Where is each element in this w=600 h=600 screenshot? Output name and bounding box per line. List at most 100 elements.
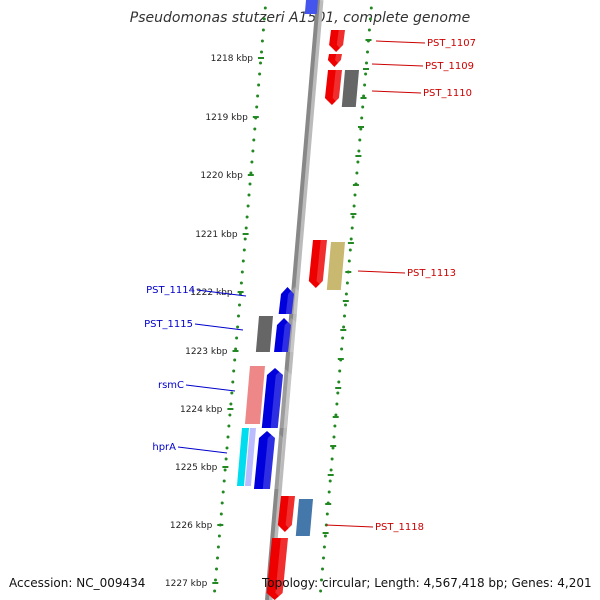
gene-label-pst-1118: PST_1118 — [375, 522, 424, 533]
label-leader — [325, 524, 374, 528]
gene-gray-2 — [255, 316, 273, 352]
left-guide-dot — [238, 303, 241, 307]
label-leader — [357, 270, 406, 274]
right-guide-dot — [334, 413, 338, 417]
gene-label-pst-1107: PST_1107 — [427, 38, 476, 49]
scale-label: 1220 kbp — [200, 171, 243, 181]
map-title: Pseudomonas stutzeri A1501, complete gen… — [130, 10, 470, 26]
left-guide-dot — [216, 545, 220, 549]
gene-label-pst-1114: PST_1114 — [146, 285, 195, 296]
left-guide-dot — [229, 402, 233, 406]
gene-rsmc-pink — [244, 366, 265, 424]
left-guide-dot — [221, 490, 225, 494]
left-guide-dot — [233, 358, 237, 362]
gene-labels: PST_1107 PST_1109 PST_1110 PST_1113 PST_1118… — [144, 38, 476, 533]
right-guide-dot — [327, 490, 331, 494]
label-leader — [177, 446, 228, 454]
left-guide-dot — [245, 215, 249, 219]
gene-hpra-cyan — [236, 428, 249, 486]
right-guide-dot — [344, 303, 347, 307]
left-guide-dot — [237, 314, 240, 318]
right-guide-dot — [350, 226, 354, 230]
scale-ticks: 1218 kbp 1219 kbp 1220 kbp 1221 kbp 1222 kbp… — [165, 39, 372, 589]
right-guide-dot — [355, 171, 359, 175]
label-leader — [196, 289, 247, 297]
left-guide-dot — [234, 347, 238, 351]
right-guide-dot — [338, 369, 342, 373]
left-guide-dot — [259, 61, 262, 65]
right-guide-dot — [347, 259, 351, 263]
left-guide-dot — [257, 83, 261, 87]
left-guide-dot — [222, 479, 226, 483]
right-guide-dot — [343, 314, 346, 318]
gene-khaki — [326, 242, 345, 290]
left-guide-dot — [226, 435, 230, 439]
right-guide-dot — [333, 424, 337, 428]
left-guide-dot — [223, 468, 227, 472]
right-guide-dot — [348, 248, 352, 252]
right-guide-dot — [320, 578, 323, 582]
gene-pst-1115-highlight — [281, 318, 299, 352]
scale-label: 1225 kbp — [175, 463, 218, 473]
gene-label-pst-1109: PST_1109 — [425, 61, 474, 72]
right-guide-dot — [356, 160, 360, 164]
right-guide-dot — [337, 380, 341, 384]
gene-pst-1109-highlight — [335, 54, 350, 67]
gene-label-rsmc: rsmC — [158, 380, 184, 391]
left-guide-dot — [219, 512, 223, 516]
gene-label-pst-1113: PST_1113 — [407, 268, 456, 279]
left-guide-dot — [253, 127, 257, 131]
left-guide-dot — [217, 534, 221, 538]
right-guide-dot — [363, 83, 367, 87]
right-guide-dot — [351, 215, 355, 219]
right-guide-dot — [364, 72, 368, 76]
left-guide-dot — [261, 28, 265, 32]
scale-label: 1223 kbp — [185, 347, 228, 357]
scale-label: 1224 kbp — [180, 405, 223, 415]
right-guide-dot — [322, 556, 325, 560]
label-leader — [371, 63, 424, 67]
gene-pst-1115 — [274, 318, 291, 352]
right-guide-dot — [362, 94, 366, 98]
left-guide-dot — [220, 501, 224, 505]
gene-hpra — [253, 431, 275, 489]
left-guide-dot — [235, 336, 239, 340]
right-guide-dot — [365, 61, 368, 65]
left-guide-dot — [258, 72, 262, 76]
right-guide-dot — [367, 28, 371, 32]
right-guide-dot — [359, 127, 363, 131]
scale-label: 1221 kbp — [195, 230, 238, 240]
right-guide-dot — [344, 292, 348, 296]
scale-label: 1218 kbp — [211, 54, 254, 64]
gene-label-hpra: hprA — [152, 442, 176, 453]
right-guide-dot — [360, 116, 364, 120]
right-guide-dot — [328, 479, 332, 483]
right-guide-dot — [366, 50, 369, 54]
gene-pst-1107-highlight — [336, 30, 353, 52]
right-guide-dot — [331, 446, 335, 450]
left-guide-dot — [248, 182, 252, 186]
left-guide-dot — [263, 6, 267, 10]
right-guide-dot — [330, 457, 334, 461]
gene-pst-1114 — [278, 287, 294, 314]
right-guide-dot — [335, 402, 339, 406]
left-guide-dot — [215, 567, 218, 571]
right-guide-dot — [342, 325, 346, 329]
left-guide-dot — [224, 457, 228, 461]
right-guide-dot — [345, 281, 349, 285]
label-leader — [194, 323, 244, 331]
left-guide-dot — [216, 556, 219, 560]
scale-label: 1227 kbp — [165, 579, 208, 589]
scale-label: 1219 kbp — [205, 113, 248, 123]
gene-rsmc-highlight — [270, 368, 292, 428]
label-leader — [185, 384, 236, 392]
left-guide-dot — [246, 204, 250, 208]
gene-red-bottom — [266, 538, 288, 600]
gene-pst-1118 — [277, 496, 295, 532]
gene-hpra-light — [244, 428, 256, 486]
left-guide-dot — [252, 138, 256, 142]
left-guide-dot — [243, 237, 247, 241]
label-leader — [371, 90, 422, 94]
gene-rsmc — [261, 368, 283, 428]
